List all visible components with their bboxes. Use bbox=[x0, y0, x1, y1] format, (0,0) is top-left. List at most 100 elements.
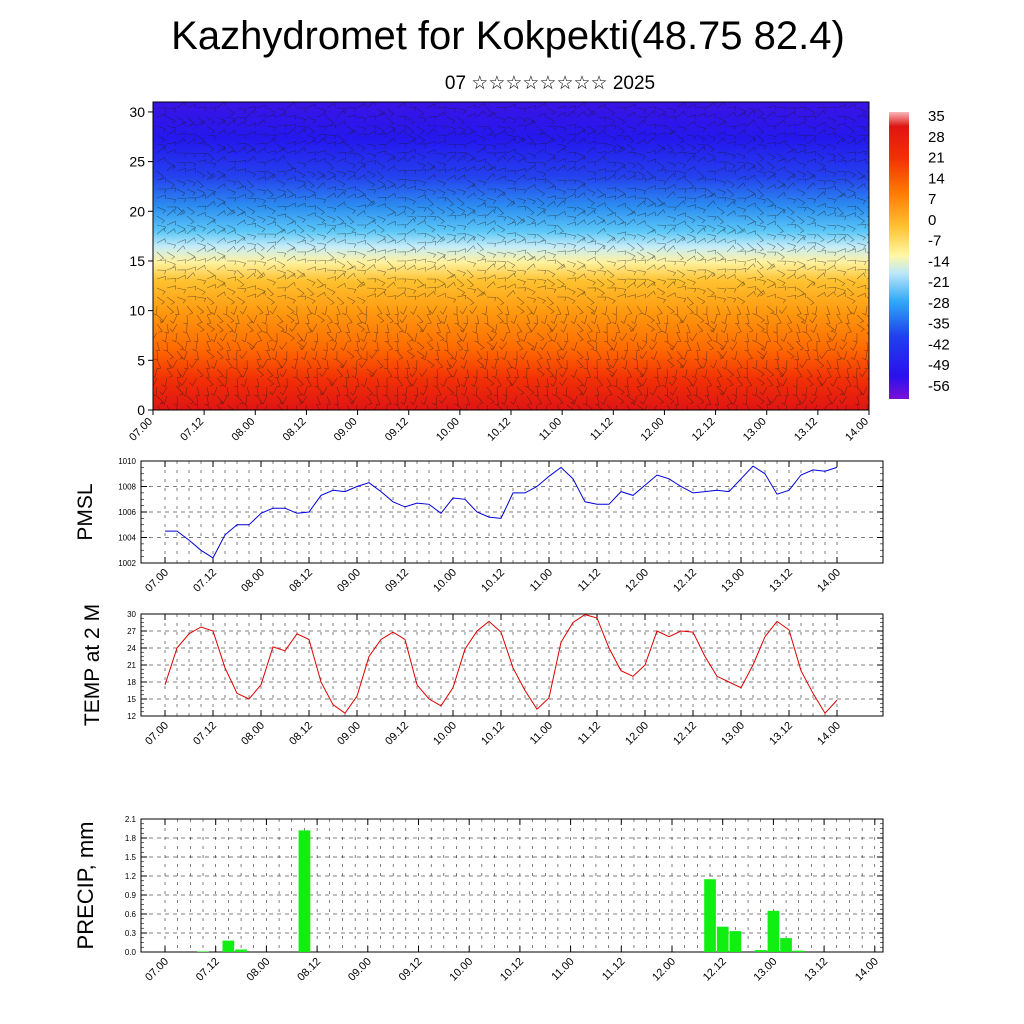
wind-barb bbox=[806, 257, 816, 263]
wind-barb bbox=[476, 395, 484, 405]
wind-barb bbox=[656, 224, 667, 230]
wind-barb bbox=[236, 211, 246, 217]
wind-barb bbox=[406, 149, 416, 154]
wind-barb bbox=[196, 404, 200, 410]
wind-barb bbox=[516, 404, 521, 410]
wind-barb bbox=[266, 287, 275, 297]
wind-barb bbox=[856, 260, 867, 266]
wind-barb bbox=[606, 314, 612, 324]
wind-barb bbox=[696, 146, 706, 154]
wind-barb bbox=[506, 170, 517, 175]
wind-barb bbox=[706, 192, 716, 199]
wind-barb bbox=[205, 359, 211, 369]
wind-barb bbox=[186, 167, 196, 173]
wind-barb bbox=[826, 133, 837, 138]
wind-barb bbox=[476, 179, 487, 186]
wind-barb bbox=[246, 323, 254, 333]
wind-barb bbox=[179, 368, 188, 378]
wind-barb bbox=[356, 164, 366, 172]
wind-barb bbox=[526, 241, 537, 246]
wind-barb bbox=[856, 292, 866, 298]
wind-barb bbox=[276, 395, 284, 405]
wind-barb bbox=[216, 237, 226, 244]
wind-barb bbox=[294, 314, 300, 325]
wind-barb bbox=[696, 341, 701, 351]
wind-barb bbox=[756, 278, 767, 285]
wind-barb bbox=[586, 219, 596, 226]
wind-barb bbox=[704, 386, 710, 397]
wind-barb bbox=[776, 260, 787, 266]
wind-barb bbox=[796, 264, 806, 271]
wind-barb bbox=[726, 152, 736, 160]
wind-barb bbox=[306, 179, 315, 189]
wind-barb bbox=[506, 251, 517, 258]
wind-barb bbox=[266, 170, 276, 179]
wind-barb bbox=[846, 188, 856, 196]
wind-barb bbox=[296, 295, 307, 300]
wind-barb bbox=[661, 323, 668, 334]
wind-barb bbox=[656, 395, 665, 405]
wind-barb bbox=[756, 395, 765, 404]
wind-barb bbox=[384, 350, 389, 361]
wind-barb bbox=[696, 215, 706, 224]
wind-barb bbox=[376, 161, 386, 170]
wind-barb bbox=[286, 229, 296, 235]
wind-barb bbox=[296, 161, 307, 168]
wind-barb bbox=[306, 188, 316, 196]
wind-barb bbox=[796, 161, 807, 168]
wind-barb bbox=[736, 323, 742, 333]
wind-barb bbox=[266, 296, 275, 305]
wind-barb bbox=[756, 233, 764, 243]
x-tick-label: 12.00 bbox=[639, 416, 667, 444]
wind-barb bbox=[804, 404, 808, 410]
wind-barb bbox=[716, 167, 726, 172]
wind-barb bbox=[276, 404, 284, 410]
wind-barb bbox=[466, 287, 477, 294]
wind-barb bbox=[520, 350, 528, 360]
wind-barb bbox=[231, 332, 238, 343]
wind-barb bbox=[806, 281, 816, 289]
wind-barb bbox=[336, 191, 346, 199]
wind-barb bbox=[256, 305, 264, 315]
wind-barb bbox=[446, 206, 455, 215]
wind-barb bbox=[819, 377, 828, 387]
wind-barb bbox=[385, 305, 391, 315]
wind-barb bbox=[506, 269, 517, 276]
wind-barb bbox=[436, 332, 445, 342]
wind-barb bbox=[816, 110, 826, 118]
wind-barb bbox=[592, 341, 598, 352]
wind-barb bbox=[306, 116, 316, 124]
wind-barb bbox=[316, 395, 321, 405]
wind-barb bbox=[716, 238, 726, 244]
wind-barb bbox=[736, 260, 747, 266]
wind-barb bbox=[856, 174, 866, 181]
wind-barb bbox=[426, 290, 436, 298]
wind-barb bbox=[644, 404, 648, 410]
wind-barb bbox=[206, 296, 215, 306]
wind-barb bbox=[496, 106, 507, 112]
wind-barb bbox=[216, 201, 226, 208]
wind-barb bbox=[186, 227, 196, 235]
precip-bar bbox=[729, 931, 742, 952]
wind-barb bbox=[506, 179, 517, 186]
wind-barb bbox=[376, 143, 387, 149]
wind-barb bbox=[816, 106, 827, 112]
wind-barb bbox=[736, 122, 746, 128]
wind-barb bbox=[636, 404, 645, 410]
wind-barb bbox=[856, 242, 867, 249]
x-tick-label: 08.00 bbox=[239, 567, 267, 595]
wind-barb bbox=[556, 242, 567, 249]
wind-barb bbox=[365, 323, 370, 334]
wind-barb bbox=[310, 341, 318, 352]
wind-barb bbox=[276, 107, 287, 114]
wind-barb bbox=[269, 305, 278, 315]
wind-barb bbox=[704, 404, 708, 410]
wind-barb bbox=[476, 197, 486, 205]
wind-barb bbox=[856, 134, 867, 140]
wind-barb bbox=[726, 111, 736, 118]
wind-barb bbox=[186, 116, 195, 126]
wind-barb bbox=[186, 237, 196, 244]
wind-barb bbox=[156, 157, 166, 163]
wind-barb bbox=[156, 269, 167, 275]
wind-barb bbox=[612, 305, 618, 316]
